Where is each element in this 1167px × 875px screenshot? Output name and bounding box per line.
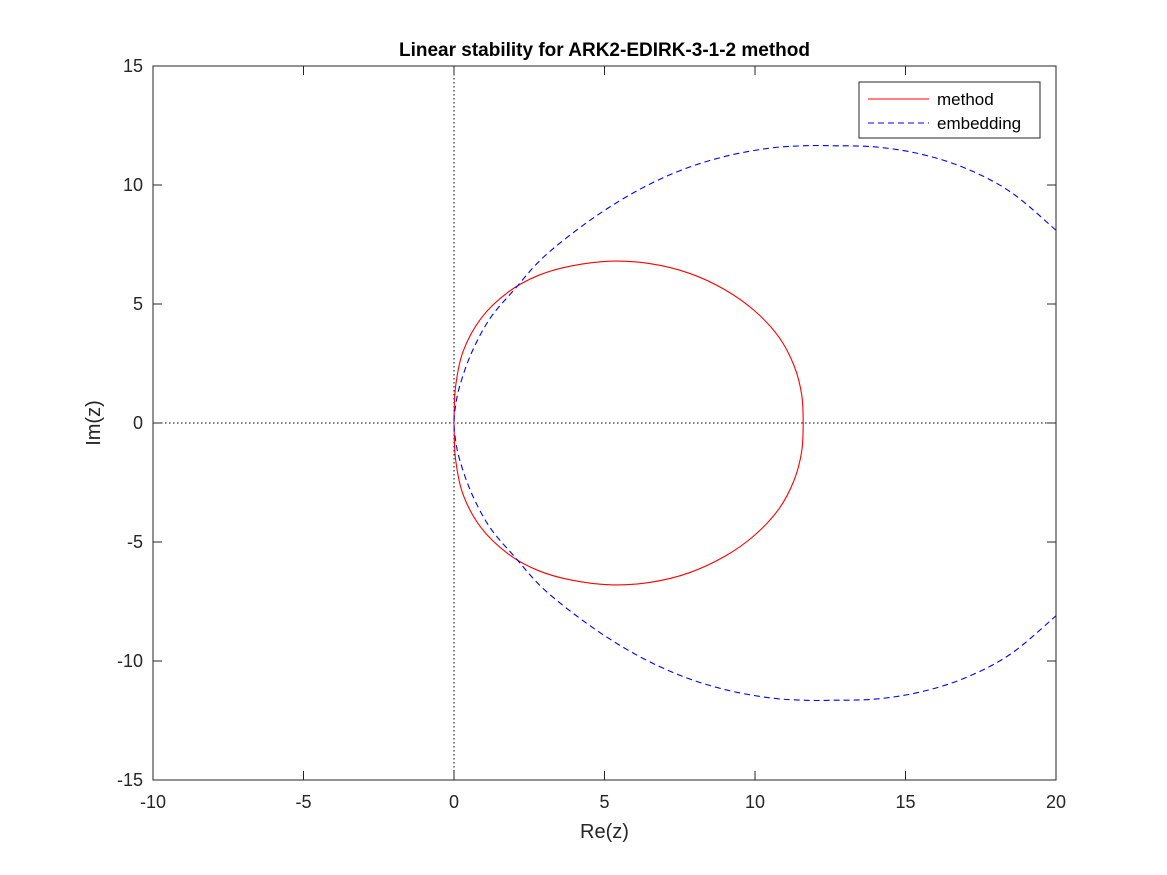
y-tick-label: -5 — [127, 532, 143, 552]
y-axis: -15 -10 -5 0 5 10 15 — [117, 56, 1056, 790]
legend-label-embedding: embedding — [937, 114, 1021, 133]
y-tick-label: 15 — [123, 56, 143, 76]
series-line-method — [453, 260, 804, 586]
y-tick-label: -15 — [117, 770, 143, 790]
y-axis-label: Im(z) — [83, 400, 105, 446]
x-tick-label: -10 — [140, 792, 166, 812]
y-tick-label: 0 — [133, 413, 143, 433]
x-axis-label: Re(z) — [580, 821, 629, 843]
x-axis: -10 -5 0 5 10 15 20 — [140, 66, 1066, 812]
x-tick-label: 0 — [449, 792, 459, 812]
x-tick-label: -5 — [295, 792, 311, 812]
series-line-embedding — [453, 144, 1056, 702]
y-tick-label: 5 — [133, 294, 143, 314]
x-tick-label: 15 — [895, 792, 915, 812]
legend-label-method: method — [937, 90, 994, 109]
y-tick-label: -10 — [117, 651, 143, 671]
x-tick-label: 5 — [599, 792, 609, 812]
x-tick-label: 10 — [745, 792, 765, 812]
plot-background — [153, 66, 1056, 780]
y-tick-label: 10 — [123, 175, 143, 195]
chart-title: Linear stability for ARK2-EDIRK-3-1-2 me… — [399, 40, 810, 61]
legend-box — [858, 81, 1041, 139]
x-tick-label: 20 — [1046, 792, 1066, 812]
plot-area — [152, 65, 1057, 781]
legend: method embedding — [858, 81, 1041, 139]
